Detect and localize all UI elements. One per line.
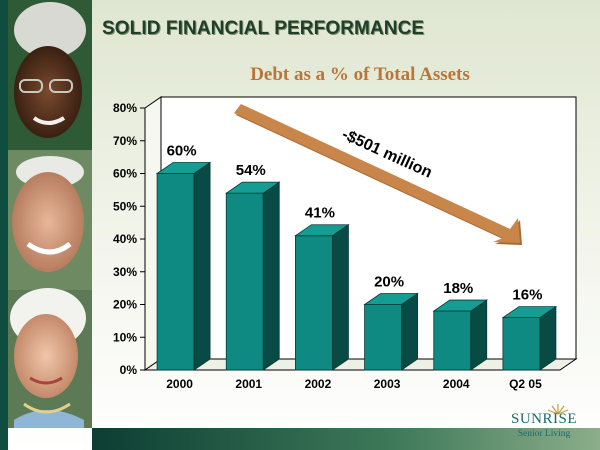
bar-value-label: 60% <box>167 143 197 160</box>
x-tick-label: 2003 <box>374 377 401 391</box>
bottom-band <box>92 428 600 450</box>
bar-side <box>193 161 211 371</box>
bar-top <box>294 224 350 237</box>
x-tick-label: 2004 <box>443 377 470 391</box>
y-tick-label: 70% <box>113 134 137 148</box>
y-tick-label: 50% <box>113 199 137 213</box>
bar-2003 <box>364 304 402 371</box>
portrait-1 <box>14 2 86 138</box>
company-logo: SUNRISE Senior Living <box>500 402 588 446</box>
bar-side <box>332 223 349 371</box>
bar-top <box>432 299 489 312</box>
x-tick-label: Q2 05 <box>509 377 542 391</box>
x-tick-label: 2000 <box>166 377 193 391</box>
y-tick-label: 30% <box>113 265 137 279</box>
bar-top <box>363 293 419 305</box>
bar-value-label: 41% <box>305 205 335 222</box>
portrait-2 <box>12 156 84 272</box>
bar-2002 <box>295 235 333 371</box>
bar-side <box>470 299 488 371</box>
y-tick-label: 0% <box>120 363 138 377</box>
x-tick-label: 2002 <box>305 377 332 391</box>
chart-title: Debt as a % of Total Assets <box>250 64 470 85</box>
logo-name: SUNRISE <box>510 411 577 427</box>
x-tick-label: 2001 <box>235 377 262 391</box>
y-tick-label: 40% <box>113 232 137 246</box>
left-frame <box>0 0 8 450</box>
bar-2001 <box>225 192 264 371</box>
bar-value-label: 16% <box>512 287 542 304</box>
bar-side <box>262 181 280 371</box>
trend-arrow <box>234 104 522 245</box>
bar-top <box>501 306 558 319</box>
slide-title: SOLID FINANCIAL PERFORMANCE <box>102 18 425 39</box>
y-tick-label: 80% <box>113 101 137 115</box>
logo-tagline: Senior Living <box>517 429 571 439</box>
sunrise-icon <box>547 404 569 415</box>
bar-side <box>401 292 418 371</box>
y-tick-label: 10% <box>113 330 137 344</box>
debt-bar-chart: 0% 10% 20% 30% 40% 50% 60% 70% 80% 60% 2000 54% 2001… <box>113 96 578 391</box>
bar-2004 <box>433 310 472 371</box>
bar-value-label: 18% <box>443 280 473 297</box>
bar-value-label: 54% <box>236 162 266 179</box>
bar-2000 <box>156 173 195 371</box>
y-tick-label: 60% <box>113 167 137 181</box>
bar-top <box>155 162 212 174</box>
bar-top <box>224 181 281 194</box>
bar-value-label: 20% <box>374 274 404 291</box>
portrait-3 <box>10 288 86 428</box>
bar-q2-05 <box>502 317 541 371</box>
y-tick-label: 20% <box>113 298 137 312</box>
portrait-strip <box>8 0 92 428</box>
